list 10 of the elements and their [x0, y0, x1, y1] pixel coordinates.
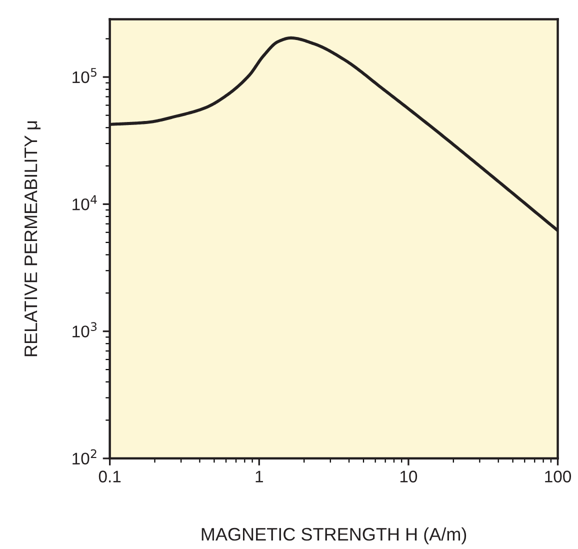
y-tick-label: 10$^{3}$: [72, 322, 97, 338]
x-tick-label: 100: [545, 470, 572, 482]
x-axis-title: MAGNETIC STRENGTH H (A/m): [202, 527, 466, 544]
x-tick-label: 10: [400, 470, 418, 482]
x-tick-label: 0.1: [98, 470, 121, 482]
y-tick-label: 10$^{4}$: [72, 195, 97, 210]
y-tick-label: 10$^{5}$: [72, 68, 96, 84]
x-tick-label: 1: [256, 470, 263, 482]
y-tick-label: 10$^{2}$: [72, 449, 96, 464]
y-axis-title: RELATIVE PERMEABILITY μ: [24, 121, 41, 356]
